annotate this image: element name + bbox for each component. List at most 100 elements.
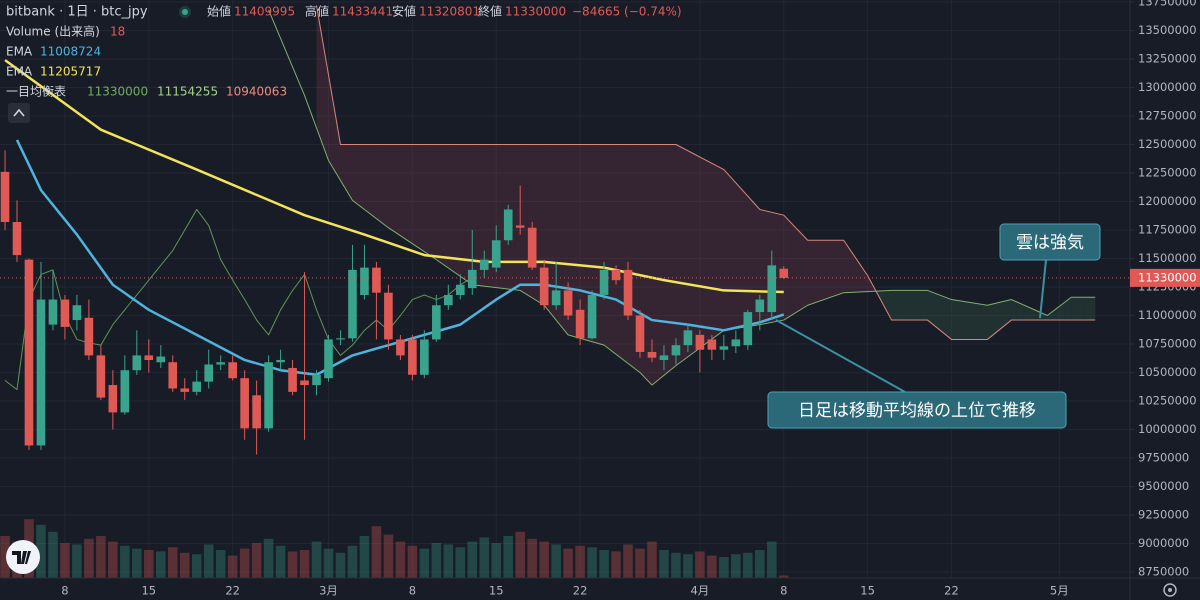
y-tick-label: 9500000 (1138, 479, 1189, 493)
cloud (604, 144, 611, 350)
cloud (406, 144, 413, 244)
candle-body (539, 267, 549, 306)
volume-bar (215, 550, 226, 578)
candle-body (60, 299, 70, 327)
x-tick-label: 8 (780, 584, 787, 598)
legend-value: 11154255 (157, 85, 218, 99)
x-tick-label: 8 (409, 584, 416, 598)
candle-body (264, 362, 273, 429)
cloud (334, 109, 341, 181)
settings-icon-center (1168, 588, 1172, 592)
legend-value: 10940063 (226, 85, 287, 99)
cloud (376, 144, 383, 224)
cloud (819, 240, 826, 302)
cloud (879, 290, 886, 309)
cloud (346, 144, 353, 201)
settings-icon[interactable] (1163, 583, 1177, 597)
y-tick-label: 9750000 (1138, 451, 1189, 465)
volume-bar (587, 547, 597, 578)
volume-bar (144, 550, 154, 578)
cloud (1005, 299, 1012, 325)
candle-body (36, 299, 46, 446)
volume-bar (623, 544, 633, 578)
candle-body (767, 265, 777, 313)
volume-bar (359, 536, 370, 578)
volume-bar (108, 541, 118, 578)
span-b-line (316, 5, 1096, 340)
y-tick-label: 10250000 (1138, 394, 1197, 408)
cloud (681, 147, 688, 362)
ohlc-label: 終値 (478, 4, 502, 19)
cloud (1059, 301, 1066, 321)
cloud (969, 302, 976, 340)
volume-bar (371, 526, 382, 578)
cloud (436, 144, 443, 264)
y-tick-label: 10500000 (1138, 365, 1197, 379)
cloud (358, 144, 365, 210)
volume-bar (695, 551, 705, 578)
volume-bar (766, 541, 777, 578)
volume-bar (419, 548, 430, 578)
status-dot (182, 9, 188, 15)
collapse-button[interactable] (8, 103, 30, 123)
cloud (891, 290, 898, 321)
cloud (693, 153, 700, 353)
candle-body (348, 269, 357, 339)
candle-body (491, 240, 501, 268)
volume-bar (347, 545, 358, 578)
x-tick-label: 4月 (690, 584, 709, 598)
volume-bar (36, 524, 46, 578)
legend-value: 11008724 (40, 45, 101, 59)
y-tick-label: 11000000 (1138, 308, 1197, 322)
cloud (364, 144, 371, 215)
cloud (616, 144, 623, 359)
cloud (514, 144, 521, 291)
volume-bar (275, 545, 286, 578)
annotations: 雲は強気 日足は移動平均線の上位で推移 (767, 223, 1101, 429)
volume-bar (191, 554, 202, 578)
cloud (927, 290, 934, 325)
settings[interactable] (1163, 583, 1177, 597)
cloud (975, 303, 982, 340)
candle-body (228, 362, 237, 379)
legend-label: EMA (6, 65, 33, 79)
cloud (412, 144, 419, 248)
cloud (382, 144, 389, 228)
cloud (484, 144, 491, 287)
cloud (699, 157, 706, 348)
cloud (915, 290, 922, 321)
cloud (813, 240, 820, 304)
cloud (1047, 310, 1054, 321)
volume-bar (72, 544, 82, 578)
candle-body (683, 330, 693, 346)
cloud (885, 290, 892, 321)
cloud (729, 176, 736, 330)
ohlc-value: 11409995 (234, 5, 295, 19)
cloud (855, 257, 862, 293)
cloud (424, 144, 431, 256)
legend-label: 一目均衡表 (6, 85, 66, 99)
candle-body (420, 339, 429, 375)
cloud (1071, 297, 1078, 321)
volume-bar (563, 548, 573, 578)
cloud (532, 144, 539, 302)
volume-bar (431, 543, 442, 578)
candle-body (84, 317, 94, 356)
candle-body (216, 362, 225, 365)
candle-body (144, 355, 154, 360)
volume-bar (179, 552, 190, 578)
candle-body (671, 345, 681, 356)
cloud (783, 215, 790, 321)
cloud (574, 144, 581, 339)
cloud (741, 189, 748, 328)
volume-bar (479, 537, 490, 578)
tv-logo (6, 540, 40, 574)
cloud (777, 213, 784, 322)
cloud (837, 240, 844, 295)
legend-value: 11205717 (40, 65, 101, 79)
ohlc-label: 高値 (305, 4, 329, 19)
cloud (610, 144, 617, 355)
callout-text: 日足は移動平均線の上位で推移 (798, 401, 1036, 421)
candle-body (240, 378, 249, 429)
